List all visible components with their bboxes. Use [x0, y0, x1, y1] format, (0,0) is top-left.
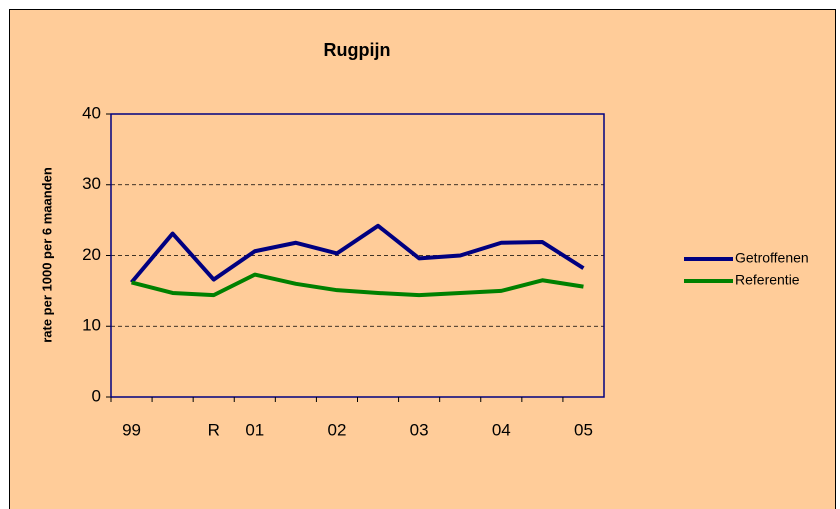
y-axis-label: rate per 1000 per 6 maanden	[39, 167, 54, 343]
y-tick-label: 40	[82, 103, 101, 122]
y-tick-label: 10	[82, 316, 101, 335]
x-tick-label: 02	[327, 420, 346, 439]
legend-label: Referentie	[735, 272, 800, 288]
x-tick-label: 01	[245, 420, 264, 439]
legend-label: Getroffenen	[735, 250, 809, 266]
x-tick-label: 05	[574, 420, 593, 439]
y-tick-label: 30	[82, 174, 101, 193]
line-series	[131, 272, 584, 298]
y-tick-label: 20	[82, 245, 101, 264]
line-series	[130, 223, 585, 284]
x-tick-label: R	[208, 420, 220, 439]
x-tick-label: 04	[492, 420, 511, 439]
x-tick-label: 99	[122, 420, 141, 439]
chart-title: Rugpijn	[324, 40, 391, 60]
x-tick-label: 03	[410, 420, 429, 439]
y-tick-label: 0	[92, 386, 101, 405]
